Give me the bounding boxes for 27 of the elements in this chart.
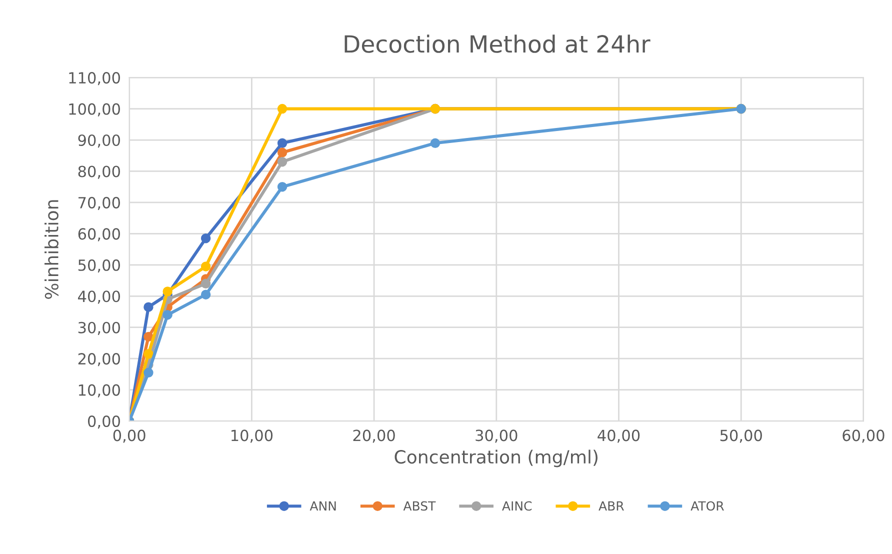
y-tick-label: 90,00 — [78, 134, 120, 148]
x-tick-label: 20,00 — [353, 430, 395, 443]
x-tick-label: 0,00 — [113, 430, 146, 443]
x-tick-label: 60,00 — [842, 430, 884, 443]
x-tick-label: 40,00 — [598, 430, 640, 443]
x-tick-label: 50,00 — [720, 430, 762, 443]
y-axis-title: %inhibition — [44, 200, 58, 299]
x-tick-label: 10,00 — [232, 430, 273, 443]
y-tick-label: 100,00 — [69, 103, 120, 116]
legend-label: ANN — [310, 501, 336, 510]
y-tick-label: 20,00 — [78, 353, 120, 366]
legend-label: AINC — [502, 501, 532, 511]
legend-label: ABST — [403, 501, 436, 511]
y-tick-label: 40,00 — [78, 290, 120, 304]
x-tick-label: 30,00 — [476, 430, 518, 443]
y-tick-label: 70,00 — [78, 196, 120, 210]
y-tick-label: 30,00 — [78, 322, 120, 335]
legend-label: ATOR — [690, 501, 724, 511]
legend-label: ABR — [598, 501, 624, 510]
y-tick-label: 50,00 — [78, 259, 120, 272]
chart-title: Decoction Method at 24hr — [344, 34, 650, 53]
y-tick-label: 0,00 — [88, 416, 120, 429]
y-tick-label: 60,00 — [78, 228, 120, 242]
x-axis-title: Concentration (mg/ml) — [394, 450, 598, 468]
y-tick-label: 10,00 — [78, 384, 120, 398]
y-tick-label: 80,00 — [78, 166, 120, 179]
y-tick-label: 110,00 — [69, 72, 120, 86]
